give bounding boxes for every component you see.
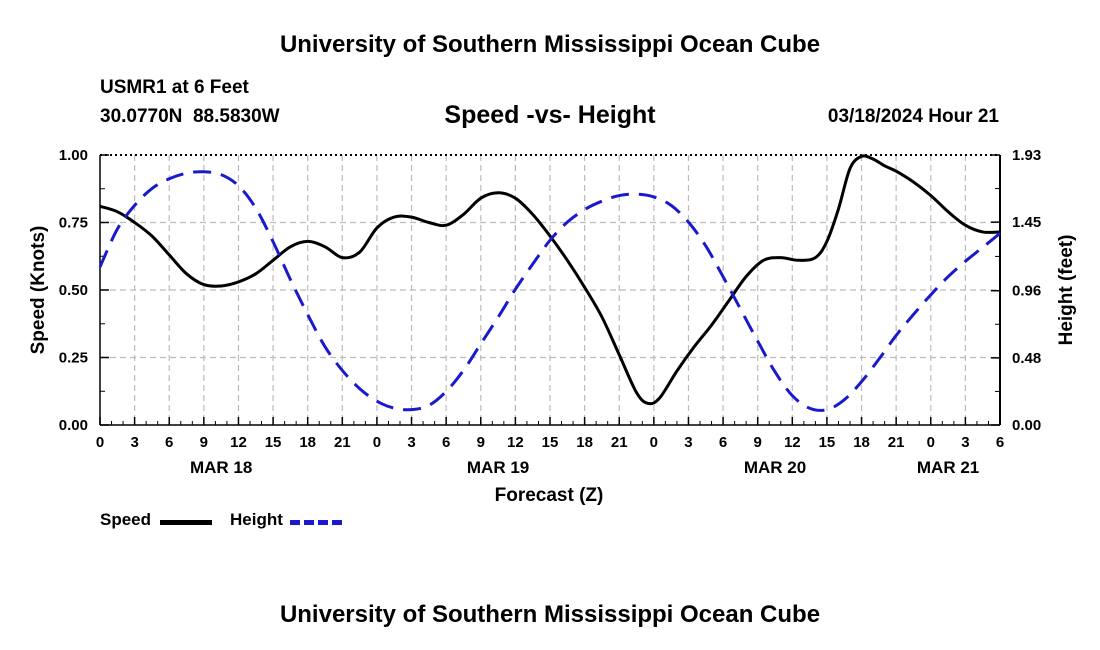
y-tick-label: 0.25 [59, 350, 88, 367]
x-tick-label: 3 [407, 434, 415, 451]
x-tick-label: 3 [684, 434, 692, 451]
x-tick-label: 18 [576, 434, 593, 451]
x-tick-label: 0 [927, 434, 935, 451]
chart-subtitle: Speed -vs- Height [444, 101, 656, 129]
x-tick-label: 6 [719, 434, 727, 451]
y-tick-label: 0.00 [59, 417, 88, 434]
date-label: MAR 18 [190, 458, 252, 477]
x-tick-label: 21 [611, 434, 628, 451]
legend-speed-label: Speed [100, 510, 152, 529]
x-tick-label: 9 [754, 434, 762, 451]
y-tick-label: 1.00 [59, 147, 88, 164]
x-tick-label: 0 [96, 434, 104, 451]
legend-speed-swatch [160, 520, 212, 525]
x-tick-label: 6 [165, 434, 173, 451]
x-tick-label: 15 [265, 434, 282, 451]
x-tick-label: 9 [477, 434, 485, 451]
y2-tick-label: 1.45 [1012, 214, 1041, 231]
x-tick-label: 12 [784, 434, 801, 451]
x-tick-label: 15 [542, 434, 559, 451]
x-tick-label: 0 [650, 434, 658, 451]
date-label: MAR 21 [917, 458, 979, 477]
y2-tick-label: 0.00 [1012, 417, 1041, 434]
station-coordinates: 30.0770N 88.5830W [100, 106, 280, 127]
x-tick-label: 3 [130, 434, 138, 451]
x-tick-label: 3 [961, 434, 969, 451]
grid-lines [100, 155, 1000, 425]
forecast-datetime: 03/18/2024 Hour 21 [827, 106, 999, 127]
x-tick-label: 15 [819, 434, 836, 451]
legend-height-label: Height [230, 510, 283, 529]
x-tick-label: 18 [853, 434, 870, 451]
y2-tick-label: 0.48 [1012, 350, 1041, 367]
x-tick-label: 21 [334, 434, 351, 451]
axis-tick-labels: 0 3 6 9 12 15 18 21 0 3 6 9 12 15 18 21 0 3 6 9 12 15 18 21 0 3 60… [59, 147, 1041, 477]
legend-height-swatch [290, 520, 342, 525]
y2-tick-label: 0.96 [1012, 283, 1041, 300]
axes [99, 154, 1001, 426]
speed-series-line [99, 154, 1001, 406]
chart-title: University of Southern Mississippi Ocean… [279, 31, 821, 58]
y-tick-label: 0.75 [59, 215, 88, 232]
series-lines [98, 154, 1001, 412]
y2-axis-label: Height (feet) [1056, 235, 1077, 346]
station-name: USMR1 at 6 Feet [100, 77, 249, 98]
x-tick-label: 12 [507, 434, 524, 451]
x-tick-label: 6 [996, 434, 1004, 451]
x-tick-label: 18 [299, 434, 316, 451]
x-axis-label: Forecast (Z) [495, 485, 604, 506]
date-label: MAR 20 [744, 458, 806, 477]
y-axis-label: Speed (Knots) [28, 226, 49, 355]
x-tick-label: 0 [373, 434, 381, 451]
height-series-line [98, 170, 1001, 412]
x-tick-label: 21 [888, 434, 905, 451]
y2-tick-label: 1.93 [1012, 147, 1041, 164]
x-tick-label: 12 [230, 434, 247, 451]
axis-ticks [99, 154, 1001, 426]
footer-title: University of Southern Mississippi Ocean… [279, 601, 821, 628]
x-tick-label: 9 [200, 434, 208, 451]
y-tick-label: 0.50 [59, 282, 88, 299]
x-tick-label: 6 [442, 434, 450, 451]
date-label: MAR 19 [467, 458, 529, 477]
